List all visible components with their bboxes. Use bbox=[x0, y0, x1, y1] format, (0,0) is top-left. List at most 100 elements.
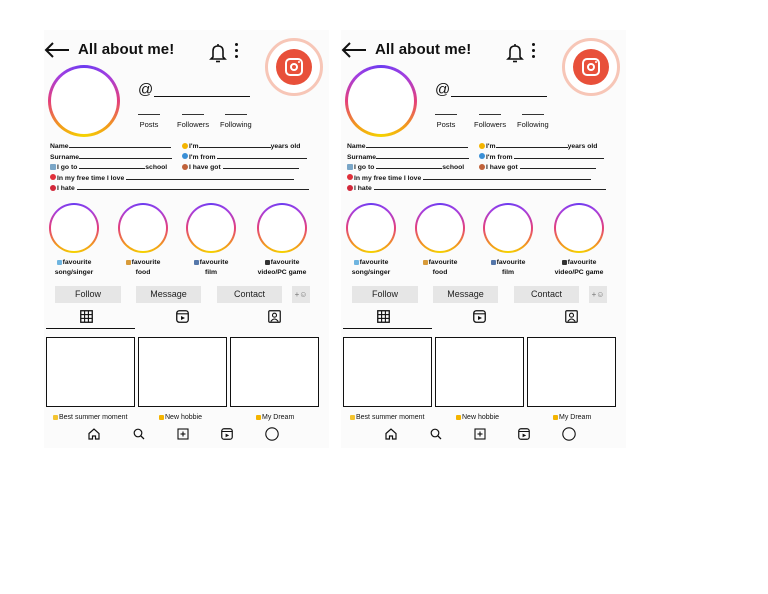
highlight-song[interactable] bbox=[49, 203, 99, 253]
smiley-icon bbox=[479, 142, 485, 149]
heart-icon bbox=[50, 174, 56, 180]
blank-line bbox=[376, 163, 443, 169]
highlight-game[interactable] bbox=[257, 203, 307, 253]
highlight-label-line2: video/PC game bbox=[257, 269, 307, 276]
highlight-food[interactable] bbox=[118, 203, 168, 253]
family-icon bbox=[182, 163, 188, 170]
info-have-row: I have got bbox=[182, 163, 307, 174]
info-free-time-row: In my free time I love bbox=[50, 174, 309, 185]
vertical-dots-icon[interactable] bbox=[532, 43, 536, 58]
info-age-suffix: years old bbox=[270, 143, 301, 150]
highlight-label-line1: favourite bbox=[270, 259, 300, 266]
info-surname-label: Surname bbox=[50, 153, 80, 161]
stat-posts[interactable]: Posts bbox=[435, 114, 457, 129]
reels-icon[interactable] bbox=[473, 310, 486, 323]
arrow-left-icon[interactable] bbox=[44, 42, 70, 58]
stat-followers[interactable]: Followers bbox=[177, 114, 209, 129]
contact-button[interactable]: Contact bbox=[217, 286, 282, 303]
highlight-film[interactable] bbox=[483, 203, 533, 253]
info-name-row: Name bbox=[347, 142, 606, 153]
info-from-label: I'm from bbox=[189, 153, 216, 161]
follow-button[interactable]: Follow bbox=[55, 286, 121, 303]
blank-line bbox=[365, 142, 468, 148]
highlight-label-line2: food bbox=[432, 269, 448, 276]
page-title: All about me! bbox=[78, 41, 175, 58]
post-caption-text: Best summer moment bbox=[356, 414, 425, 421]
arrow-left-icon[interactable] bbox=[341, 42, 367, 58]
stat-following[interactable]: Following bbox=[220, 114, 252, 129]
post-tile-2[interactable] bbox=[138, 337, 227, 407]
info-hate-label: I hate bbox=[354, 185, 372, 192]
post-tile-2[interactable] bbox=[435, 337, 524, 407]
highlight-song[interactable] bbox=[346, 203, 396, 253]
home-icon[interactable] bbox=[385, 428, 397, 440]
info-age-row: I'm years old bbox=[182, 142, 307, 153]
profile-icon[interactable] bbox=[265, 427, 279, 441]
star-icon bbox=[159, 414, 164, 420]
message-button[interactable]: Message bbox=[136, 286, 201, 303]
food-icon bbox=[422, 259, 428, 265]
blank-line bbox=[79, 153, 173, 159]
add-user-button[interactable]: +☺ bbox=[589, 286, 607, 303]
post-tile-1[interactable] bbox=[46, 337, 135, 407]
angry-face-icon bbox=[50, 184, 56, 191]
bell-icon[interactable] bbox=[209, 43, 227, 63]
username-blank-line bbox=[154, 96, 250, 97]
post-tile-3[interactable] bbox=[527, 337, 616, 407]
vertical-dots-icon[interactable] bbox=[235, 43, 239, 58]
bell-icon[interactable] bbox=[506, 43, 524, 63]
grid-icon[interactable] bbox=[377, 310, 390, 323]
highlight-game[interactable] bbox=[554, 203, 604, 253]
highlight-game-label: favourite video/PC game bbox=[247, 258, 317, 278]
reels-icon[interactable] bbox=[176, 310, 189, 323]
post-caption-text: New hobbie bbox=[462, 414, 499, 421]
page-title: All about me! bbox=[375, 41, 472, 58]
highlight-label-line1: favourite bbox=[567, 259, 597, 266]
contact-button[interactable]: Contact bbox=[514, 286, 579, 303]
highlight-label-line2: film bbox=[501, 269, 515, 276]
reels-icon[interactable] bbox=[518, 428, 530, 440]
search-icon[interactable] bbox=[430, 428, 442, 440]
sparkle-icon bbox=[553, 414, 558, 420]
music-icon bbox=[56, 259, 62, 265]
search-icon[interactable] bbox=[133, 428, 145, 440]
highlight-food[interactable] bbox=[415, 203, 465, 253]
tagged-icon[interactable] bbox=[268, 310, 281, 323]
blank-line bbox=[79, 163, 146, 169]
profile-card-2: All about me! @ Posts Followers Followin… bbox=[341, 30, 626, 448]
post-caption-text: Best summer moment bbox=[59, 414, 128, 421]
follow-button[interactable]: Follow bbox=[352, 286, 418, 303]
highlight-film[interactable] bbox=[186, 203, 236, 253]
highlight-song-label: favourite song/singer bbox=[39, 258, 109, 278]
info-hate-label: I hate bbox=[57, 185, 75, 192]
family-icon bbox=[479, 163, 485, 170]
post-tile-3[interactable] bbox=[230, 337, 319, 407]
profile-avatar[interactable] bbox=[345, 65, 417, 137]
highlight-label-line1: favourite bbox=[199, 259, 229, 266]
add-post-icon[interactable] bbox=[474, 428, 486, 440]
info-free-time-label: In my free time I love bbox=[57, 174, 125, 182]
music-icon bbox=[353, 259, 359, 265]
info-school-suffix: school bbox=[442, 164, 465, 171]
reels-icon[interactable] bbox=[221, 428, 233, 440]
message-button[interactable]: Message bbox=[433, 286, 498, 303]
grid-icon[interactable] bbox=[80, 310, 93, 323]
profile-icon[interactable] bbox=[562, 427, 576, 441]
profile-avatar[interactable] bbox=[48, 65, 120, 137]
home-icon[interactable] bbox=[88, 428, 100, 440]
blank-line bbox=[198, 142, 271, 148]
smiley-icon bbox=[182, 142, 188, 149]
post-tile-1[interactable] bbox=[343, 337, 432, 407]
stat-followers[interactable]: Followers bbox=[474, 114, 506, 129]
add-post-icon[interactable] bbox=[177, 428, 189, 440]
info-right-column: I'm years old I'm from I have got bbox=[182, 142, 308, 174]
username-handle: @ bbox=[435, 81, 451, 98]
highlight-song-label: favourite song/singer bbox=[336, 258, 406, 278]
stat-posts[interactable]: Posts bbox=[138, 114, 160, 129]
add-user-button[interactable]: +☺ bbox=[292, 286, 310, 303]
info-surname-row: Surname bbox=[50, 153, 309, 164]
info-from-row: I'm from bbox=[479, 153, 605, 164]
stat-following[interactable]: Following bbox=[517, 114, 549, 129]
info-school-label: I go to bbox=[57, 164, 78, 171]
tagged-icon[interactable] bbox=[565, 310, 578, 323]
